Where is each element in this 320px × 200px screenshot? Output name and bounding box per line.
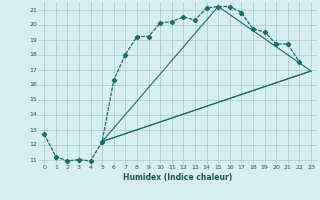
X-axis label: Humidex (Indice chaleur): Humidex (Indice chaleur)	[123, 173, 232, 182]
